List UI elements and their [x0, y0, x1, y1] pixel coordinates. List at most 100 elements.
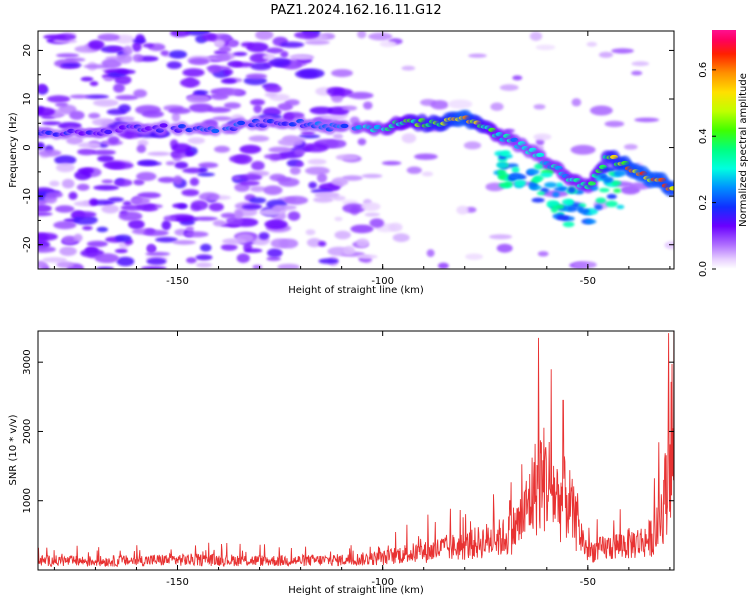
spectrogram-noise-blob	[279, 41, 305, 48]
spectrogram-noise-blob	[357, 31, 367, 39]
spectrogram-noise-blob	[590, 105, 613, 116]
spectrogram-noise-blob	[185, 150, 195, 157]
spectrogram-noise-blob	[307, 158, 327, 165]
spectrogram-noise-blob	[136, 144, 147, 153]
spectrogram-noise-blob	[335, 154, 359, 161]
spectrogram-noise-blob	[604, 120, 625, 128]
spectrogram-noise-blob	[168, 50, 187, 59]
ridge-core	[104, 129, 113, 135]
ridge-branch-blob	[526, 168, 540, 176]
spectrogram-noise-blob	[132, 53, 144, 63]
ridge-core	[669, 186, 674, 191]
spectrogram-noise-blob	[157, 176, 176, 183]
spectrogram-noise-blob	[182, 167, 204, 174]
spectrogram-noise-blob	[38, 204, 52, 213]
spectrogram-noise-blob	[350, 224, 374, 234]
ridge-branch-blob	[499, 151, 509, 157]
spectrogram-noise-blob	[220, 243, 238, 251]
ridge-branch-blob	[544, 181, 558, 188]
spectrogram-noise-blob	[168, 107, 192, 115]
spectrogram-noise-blob	[269, 220, 282, 227]
spectrogram-noise-blob	[334, 230, 351, 240]
spectrogram-noise-blob	[88, 39, 105, 50]
spectrogram-noise-blob	[82, 225, 93, 231]
spectrogram-noise-blob	[289, 166, 301, 175]
ridge-branch-blob	[550, 206, 558, 213]
ridge-branch-blob	[546, 200, 560, 207]
spectrogram-noise-blob	[107, 136, 120, 145]
spectrogram-noise-blob	[161, 220, 172, 231]
spectrogram-noise-blob	[93, 184, 120, 191]
spectrogram-noise-blob	[264, 84, 282, 94]
spectrogram-noise-blob	[250, 99, 265, 106]
spectrogram-noise-blob	[234, 209, 244, 220]
spectrogram-noise-blob	[243, 248, 263, 253]
spectrogram-noise-blob	[122, 45, 133, 56]
ridge-branch-blob	[513, 179, 527, 187]
spectrogram-noise-blob	[308, 181, 318, 189]
spectrogram-noise-blob	[264, 92, 277, 98]
spectrogram-noise-blob	[331, 69, 353, 78]
spectrogram-noise-blob	[132, 41, 142, 52]
ridge-branch-blob	[602, 166, 616, 173]
spectrogram-noise-blob	[381, 161, 402, 166]
spectrogram-noise-blob	[69, 110, 85, 121]
spectrogram-noise-blob	[54, 155, 77, 165]
x-tick-label: -100	[371, 577, 394, 588]
spectrogram-noise-blob	[208, 202, 224, 212]
spectrogram-noise-blob	[38, 149, 62, 157]
spectrogram-noise-blob	[253, 104, 262, 114]
spectrogram-noise-blob	[38, 260, 48, 269]
spectrogram-noise-blob	[634, 117, 660, 123]
spectrogram-noise-blob	[248, 135, 270, 142]
spectrogram-noise-blob	[232, 175, 242, 181]
spectrogram-noise-blob	[306, 238, 322, 248]
spectrogram-noise-blob	[38, 211, 53, 217]
spectrogram-noise-blob	[222, 238, 247, 245]
spectrogram-noise-blob	[118, 211, 143, 221]
spectrogram-noise-blob	[236, 253, 250, 263]
spectrogram-noise-blob	[140, 266, 167, 269]
spectrogram-noise-blob	[137, 159, 158, 166]
ridge-branch-blob	[611, 180, 622, 186]
spectrogram-noise-blob	[133, 89, 148, 98]
spectrogram-noise-blob	[401, 133, 417, 144]
spectrogram-noise-blob	[356, 238, 370, 248]
spectrogram-noise-blob	[193, 90, 209, 95]
spectrogram-noise-blob	[198, 192, 220, 202]
spectrogram-noise-blob	[463, 141, 482, 150]
spectrogram-noise-blob	[631, 70, 643, 76]
spectrogram-noise-blob	[331, 94, 343, 103]
spectrogram-noise-blob	[294, 148, 306, 156]
spectrogram-noise-blob	[181, 189, 200, 197]
spectrogram-noise-blob	[262, 54, 275, 60]
spectrogram-noise-blob	[101, 204, 120, 214]
spectrogram-y-ticks: 20 10 0 -10 -20	[22, 44, 674, 270]
ridge-core	[587, 181, 596, 186]
spectrogram-noise-blob	[192, 216, 218, 221]
y-tick-label: 2000	[22, 419, 33, 444]
spectrogram-noise-blob	[414, 153, 438, 160]
spectrogram-noise-blob	[188, 58, 210, 65]
spectrogram-noise-blob	[201, 33, 217, 41]
spectrogram-noise-blob	[277, 102, 293, 111]
spectrogram-noise-blob	[490, 102, 504, 111]
spectrogram-noise-blob	[343, 245, 356, 256]
ridge-branch-blob	[533, 175, 544, 182]
spectrogram-noise-blob	[97, 155, 114, 163]
spectrogram-noise-blob	[146, 243, 156, 254]
ridge-branch-blob	[613, 188, 622, 194]
ridge-core	[211, 128, 220, 134]
spectrogram-noise-blob	[361, 202, 381, 212]
spectrogram-noise-blob	[76, 183, 90, 191]
spectrogram-noise-blob	[220, 78, 237, 84]
spectrogram-noise-blob	[277, 263, 300, 269]
spectrogram-noise-blob	[271, 205, 283, 212]
spectrogram-noise-blob	[145, 228, 155, 234]
x-tick-label: -150	[166, 276, 189, 287]
spectrogram-noise-blob	[571, 98, 582, 107]
spectrogram-noise-blob	[170, 31, 190, 38]
spectrogram-noise-blob	[267, 248, 283, 258]
spectrogram-noise-blob	[118, 104, 131, 113]
